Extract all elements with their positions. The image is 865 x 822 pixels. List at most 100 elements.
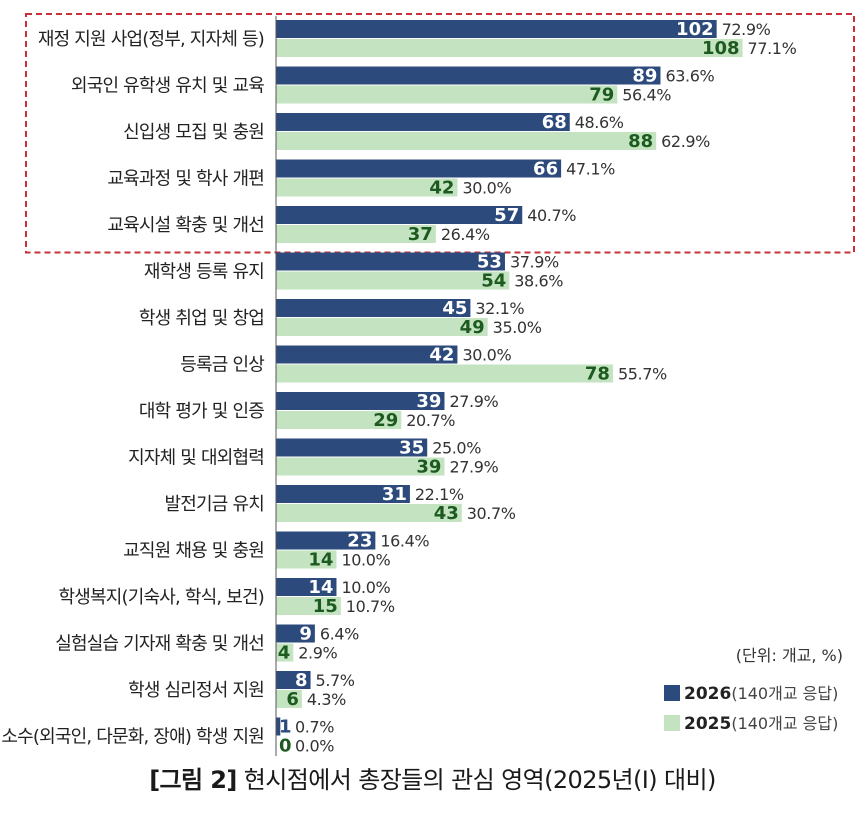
category-label: 신입생 모집 및 충원 (123, 122, 264, 143)
figure-caption: [그림 2] 현시점에서 총장들의 관심 영역(2025년(Ⅰ) 대비) (0, 760, 865, 795)
bar-2026 (276, 671, 311, 689)
percent-label-2026: 5.7% (316, 671, 355, 690)
bar-2026 (276, 206, 523, 224)
bar-2026 (276, 345, 458, 364)
value-label-2026: 45 (442, 298, 467, 319)
bar-2025 (276, 178, 458, 197)
value-label-2025: 37 (408, 224, 433, 245)
bar-2025 (276, 271, 510, 290)
bar-2025 (276, 411, 402, 429)
legend: 2026(140개교 응답) 2025(140개교 응답) (664, 684, 838, 734)
percent-label-2026: 37.9% (510, 253, 559, 272)
value-label-2025: 29 (373, 410, 398, 431)
bar-2025 (276, 457, 445, 476)
legend-note-2026: (140개교 응답) (731, 684, 838, 703)
value-label-2025: 78 (585, 364, 610, 385)
bar-2025 (276, 132, 657, 150)
category-label: 학생 취업 및 창업 (139, 308, 264, 329)
legend-year-2026: 2026 (684, 684, 731, 704)
bar-2025 (276, 504, 462, 522)
bar-2025 (276, 550, 337, 569)
percent-label-2026: 6.4% (320, 625, 359, 644)
percent-label-2025: 20.7% (406, 411, 455, 430)
bar-2026 (276, 113, 570, 131)
bar-2026 (276, 578, 337, 596)
value-label-2025: 15 (313, 596, 338, 617)
percent-label-2026: 22.1% (415, 485, 464, 504)
bar-2025 (276, 597, 341, 615)
category-label: 실험실습 기자재 확충 및 개선 (55, 634, 264, 655)
value-label-2026: 1 (279, 717, 292, 738)
percent-label-2025: 77.1% (748, 39, 797, 58)
bar-2025 (276, 39, 743, 57)
bar-2026 (276, 252, 505, 271)
bar-2026 (276, 717, 281, 736)
bar-2026 (276, 485, 410, 503)
bar-2026 (276, 66, 661, 85)
bar-2026 (276, 392, 445, 410)
legend-year-2025: 2025 (684, 714, 731, 734)
value-label-2026: 102 (676, 19, 714, 40)
bar-chart: 재정 지원 사업(정부, 지자체 등) 102 72.9%108 77.1%외국인 유… (1, 13, 855, 757)
percent-label-2026: 72.9% (722, 20, 771, 39)
bar-2026 (276, 299, 471, 317)
bar-2026 (276, 438, 428, 457)
category-label: 교직원 채용 및 충원 (123, 541, 264, 562)
value-label-2026: 35 (399, 438, 424, 459)
value-label-2025: 39 (416, 457, 441, 478)
value-label-2026: 23 (347, 531, 372, 552)
bar-2026 (276, 531, 376, 550)
chart-marks: 재정 지원 사업(정부, 지자체 등) 102 72.9%108 77.1%외국인 유… (1, 19, 797, 757)
percent-label-2026: 16.4% (380, 532, 429, 551)
bar-2026 (276, 159, 562, 178)
value-label-2025: 88 (628, 131, 653, 152)
legend-note-2025: (140개교 응답) (731, 714, 838, 733)
percent-label-2026: 0.7% (295, 718, 334, 737)
bar-2026 (276, 20, 717, 38)
legend-swatch-2025 (664, 715, 680, 731)
bar-2025 (276, 225, 436, 243)
bar-2026 (276, 624, 315, 643)
figure-caption-tag: [그림 2] (149, 766, 237, 794)
percent-label-2025: 55.7% (618, 365, 667, 384)
value-label-2026: 89 (632, 66, 657, 87)
category-label: 외국인 유학생 유치 및 교육 (71, 76, 264, 97)
percent-label-2025: 4.3% (307, 690, 346, 709)
value-label-2026: 31 (382, 484, 407, 505)
percent-label-2025: 30.7% (467, 504, 516, 523)
percent-label-2025: 30.0% (462, 179, 511, 198)
percent-label-2025: 10.0% (341, 551, 390, 570)
value-label-2026: 66 (533, 159, 558, 180)
percent-label-2026: 47.1% (566, 160, 615, 179)
value-label-2026: 42 (429, 345, 454, 366)
category-label: 재학생 등록 유지 (144, 262, 264, 283)
unit-note: (단위: 개교, %) (736, 646, 843, 665)
category-label: 등록금 인상 (180, 355, 264, 376)
value-label-2025: 79 (589, 85, 614, 106)
bar-2025 (276, 690, 302, 708)
legend-swatch-2026 (664, 685, 680, 701)
percent-label-2025: 27.9% (449, 458, 498, 477)
legend-entry-2026: 2026(140개교 응답) (684, 684, 838, 704)
category-label: 대학 평가 및 인증 (139, 401, 264, 422)
category-label: 교육시설 확충 및 개선 (107, 215, 264, 236)
percent-label-2025: 62.9% (661, 132, 710, 151)
percent-label-2025: 26.4% (441, 225, 490, 244)
value-label-2026: 53 (477, 252, 502, 273)
bar-2025 (276, 85, 618, 104)
value-label-2025: 14 (308, 550, 333, 571)
percent-label-2025: 38.6% (514, 272, 563, 291)
legend-entry-2025: 2025(140개교 응답) (684, 714, 838, 734)
value-label-2026: 57 (494, 205, 519, 226)
value-label-2025: 54 (481, 271, 506, 292)
figure-caption-text: 현시점에서 총장들의 관심 영역(2025년(Ⅰ) 대비) (243, 766, 717, 794)
value-label-2025: 6 (286, 689, 299, 710)
percent-label-2025: 2.9% (298, 644, 337, 663)
percent-label-2026: 32.1% (475, 299, 524, 318)
value-label-2026: 68 (542, 112, 567, 133)
category-label: 학생 심리정서 지원 (128, 680, 264, 701)
value-label-2025: 43 (434, 503, 459, 524)
percent-label-2026: 30.0% (462, 346, 511, 365)
percent-label-2025: 10.7% (346, 597, 395, 616)
value-label-2026: 9 (299, 624, 312, 645)
